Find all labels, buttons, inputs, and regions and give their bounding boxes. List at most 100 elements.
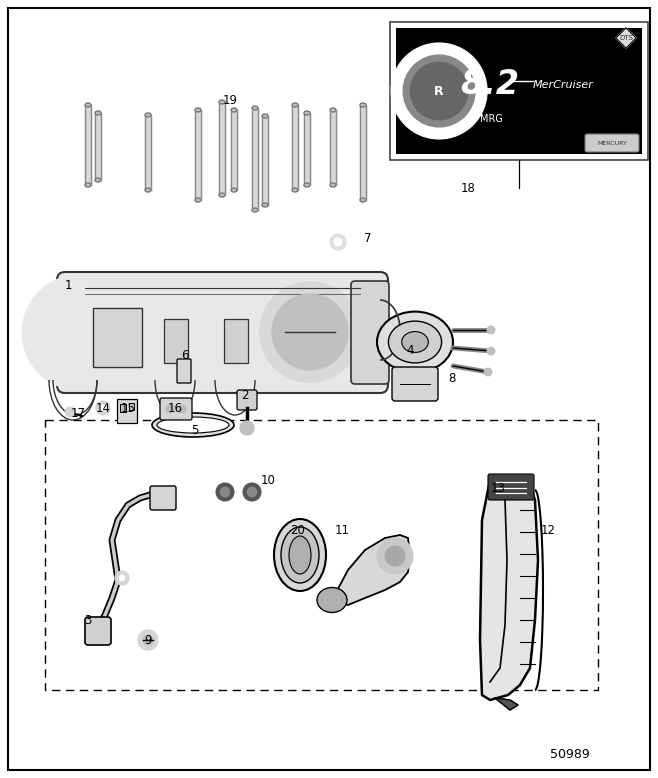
- Ellipse shape: [231, 188, 237, 192]
- Ellipse shape: [281, 527, 319, 583]
- Circle shape: [377, 538, 413, 574]
- Circle shape: [260, 282, 360, 382]
- Ellipse shape: [219, 100, 225, 104]
- Text: 14: 14: [95, 401, 111, 415]
- Text: 7: 7: [365, 232, 372, 244]
- Circle shape: [96, 401, 110, 415]
- Text: 18: 18: [461, 181, 476, 194]
- Circle shape: [220, 487, 230, 497]
- Text: 4: 4: [406, 344, 414, 356]
- FancyBboxPatch shape: [396, 28, 642, 154]
- Ellipse shape: [262, 114, 268, 118]
- FancyBboxPatch shape: [392, 367, 438, 401]
- Ellipse shape: [145, 188, 151, 192]
- Text: 13: 13: [491, 482, 505, 495]
- Circle shape: [240, 421, 254, 435]
- Circle shape: [403, 55, 475, 127]
- FancyBboxPatch shape: [164, 319, 188, 363]
- Ellipse shape: [85, 103, 91, 107]
- Text: 6: 6: [181, 349, 189, 362]
- Text: 20: 20: [291, 524, 305, 537]
- FancyBboxPatch shape: [177, 359, 191, 383]
- Circle shape: [22, 275, 138, 390]
- Circle shape: [216, 483, 234, 501]
- Text: 3: 3: [84, 614, 91, 626]
- Circle shape: [330, 234, 346, 250]
- Ellipse shape: [195, 108, 201, 112]
- Ellipse shape: [360, 198, 366, 202]
- Circle shape: [138, 630, 158, 650]
- Circle shape: [385, 546, 405, 566]
- Text: MerCruiser: MerCruiser: [533, 79, 594, 89]
- FancyBboxPatch shape: [488, 474, 534, 500]
- Ellipse shape: [95, 111, 101, 115]
- Ellipse shape: [85, 183, 91, 187]
- Text: R: R: [434, 85, 444, 97]
- Ellipse shape: [289, 536, 311, 574]
- Text: 50989: 50989: [550, 748, 590, 762]
- Text: 2: 2: [241, 388, 249, 401]
- Ellipse shape: [304, 111, 310, 115]
- FancyBboxPatch shape: [93, 308, 142, 367]
- Ellipse shape: [388, 321, 442, 363]
- FancyBboxPatch shape: [390, 22, 648, 160]
- Ellipse shape: [252, 106, 258, 110]
- FancyBboxPatch shape: [85, 617, 111, 645]
- Text: 9: 9: [144, 633, 152, 647]
- Circle shape: [119, 575, 125, 581]
- Ellipse shape: [304, 183, 310, 187]
- Ellipse shape: [330, 108, 336, 112]
- Circle shape: [487, 326, 495, 334]
- Text: 8.2: 8.2: [460, 68, 519, 101]
- Ellipse shape: [292, 188, 298, 192]
- Circle shape: [166, 405, 174, 413]
- Ellipse shape: [195, 198, 201, 202]
- Text: DTS: DTS: [619, 35, 633, 41]
- Text: 15: 15: [120, 401, 136, 415]
- Ellipse shape: [262, 203, 268, 207]
- Ellipse shape: [360, 103, 366, 107]
- Ellipse shape: [274, 519, 326, 591]
- Circle shape: [411, 62, 468, 120]
- Circle shape: [243, 483, 261, 501]
- Ellipse shape: [252, 208, 258, 212]
- Circle shape: [100, 405, 106, 411]
- Circle shape: [143, 635, 153, 645]
- Text: 12: 12: [540, 524, 555, 537]
- FancyBboxPatch shape: [117, 399, 137, 423]
- FancyBboxPatch shape: [160, 398, 192, 420]
- Ellipse shape: [145, 113, 151, 117]
- Text: 11: 11: [334, 524, 349, 537]
- Ellipse shape: [95, 178, 101, 182]
- Circle shape: [334, 238, 342, 246]
- Circle shape: [115, 571, 129, 585]
- FancyBboxPatch shape: [237, 390, 257, 410]
- Polygon shape: [480, 476, 538, 700]
- Text: 1: 1: [64, 279, 72, 292]
- Ellipse shape: [219, 193, 225, 197]
- FancyBboxPatch shape: [585, 134, 639, 152]
- Text: 17: 17: [70, 406, 86, 419]
- Text: 5: 5: [191, 423, 199, 436]
- Polygon shape: [332, 535, 410, 605]
- Polygon shape: [495, 698, 518, 710]
- Ellipse shape: [401, 331, 428, 352]
- FancyBboxPatch shape: [120, 404, 126, 412]
- Ellipse shape: [157, 417, 229, 433]
- Text: 16: 16: [168, 401, 182, 415]
- Ellipse shape: [231, 108, 237, 112]
- FancyBboxPatch shape: [351, 281, 389, 384]
- Text: 8: 8: [448, 372, 456, 384]
- Text: MERCURY: MERCURY: [597, 141, 627, 145]
- FancyBboxPatch shape: [57, 272, 388, 393]
- Text: MRG: MRG: [480, 114, 503, 124]
- Circle shape: [392, 43, 487, 139]
- Ellipse shape: [292, 103, 298, 107]
- Text: 10: 10: [261, 474, 276, 486]
- Circle shape: [247, 487, 257, 497]
- Text: 19: 19: [222, 93, 238, 107]
- Ellipse shape: [377, 312, 453, 373]
- Circle shape: [65, 407, 75, 417]
- FancyBboxPatch shape: [130, 404, 134, 411]
- Circle shape: [178, 405, 186, 413]
